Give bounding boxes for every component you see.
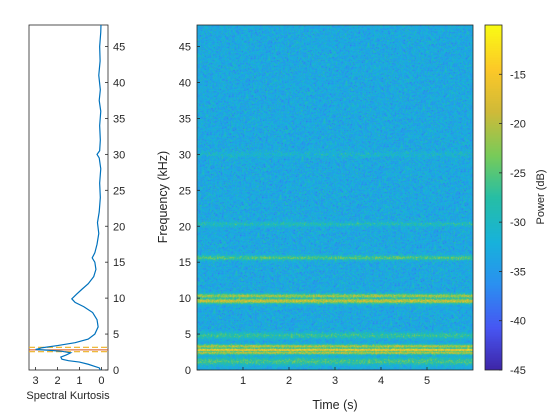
kurtosis-line — [35, 24, 102, 371]
sk-ytick-label: 45 — [113, 42, 125, 54]
spec-ytick-label: 35 — [179, 113, 191, 125]
spectrogram-ylabel: Frequency (kHz) — [156, 151, 170, 243]
sk-ytick-label: 15 — [113, 257, 125, 269]
sk-xtick-label: 3 — [33, 375, 39, 387]
spec-xtick-label: 5 — [424, 375, 430, 387]
spec-ytick-label: 25 — [179, 185, 191, 197]
spec-ytick-label: 20 — [179, 221, 191, 233]
sk-xtick-label: 1 — [76, 375, 82, 387]
colorbar-tick-label: -20 — [510, 119, 526, 131]
spectrogram-image — [197, 25, 473, 370]
colorbar-image-wrap — [485, 25, 502, 370]
sk-ytick-label: 10 — [113, 293, 125, 305]
colorbar-tick-label: -40 — [510, 316, 526, 328]
colorbar-box — [484, 24, 503, 371]
sk-ytick-label: 40 — [113, 78, 125, 90]
spec-xtick-label: 1 — [240, 375, 246, 387]
colorbar-tick-label: -15 — [510, 69, 526, 81]
sk-ytick-label: 20 — [113, 221, 125, 233]
colorbar-label: Power (dB) — [535, 169, 547, 224]
spec-ytick-label: 0 — [185, 365, 191, 377]
spec-ytick-label: 5 — [185, 329, 191, 341]
colorbar-tick-label: -35 — [510, 266, 526, 278]
sk-ytick-label: 35 — [113, 113, 125, 125]
spectrogram-image-wrap — [197, 25, 473, 370]
spec-ytick-label: 40 — [179, 78, 191, 90]
sk-ytick-label: 5 — [113, 329, 119, 341]
spec-ytick-label: 30 — [179, 149, 191, 161]
sk-ytick-label: 30 — [113, 149, 125, 161]
spec-xtick-label: 2 — [286, 375, 292, 387]
colorbar-tick-label: -25 — [510, 168, 526, 180]
colorbar-tick-label: -45 — [510, 365, 526, 377]
colorbar-tick-label: -30 — [510, 217, 526, 229]
spec-ytick-label: 15 — [179, 257, 191, 269]
sk-xlabel: Spectral Kurtosis — [26, 390, 110, 402]
spec-xtick-label: 4 — [378, 375, 384, 387]
sk-axes-box — [28, 24, 109, 371]
sk-xtick-label: 2 — [54, 375, 60, 387]
spectrogram-xlabel: Time (s) — [312, 398, 357, 412]
sk-ytick-label: 0 — [113, 365, 119, 377]
colorbar: -15 -20 -25 -30 -35 -40 -45 Power (dB) — [484, 24, 547, 377]
sk-ytick-label: 25 — [113, 185, 125, 197]
spec-ytick-label: 10 — [179, 293, 191, 305]
sk-xtick-label: 0 — [98, 375, 104, 387]
spec-xtick-label: 3 — [332, 375, 338, 387]
spec-ytick-label: 45 — [179, 42, 191, 54]
colorbar-image — [485, 25, 502, 370]
